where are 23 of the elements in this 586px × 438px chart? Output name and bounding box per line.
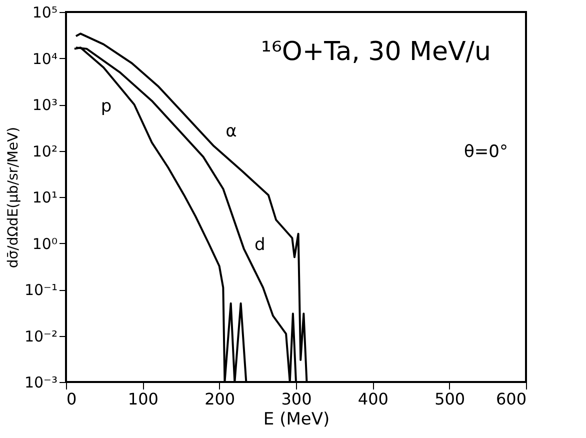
- x-tick-label: 600: [496, 390, 526, 408]
- y-tick-label: 10⁻³: [24, 374, 58, 392]
- x-tick-label: 100: [128, 390, 158, 408]
- annotation: ¹⁶O+Ta, 30 MeV/u: [261, 37, 491, 67]
- y-tick-label: 10²: [32, 142, 58, 160]
- y-axis-title: dσ̄/dΩdE(μb/sr/MeV): [5, 126, 22, 268]
- y-tick-label: 10³: [32, 96, 58, 114]
- x-tick-label: 200: [204, 390, 236, 408]
- y-tick-label: 10⁰: [32, 234, 58, 253]
- x-tick-label: 300: [281, 390, 312, 408]
- x-axis-title: E (MeV): [263, 410, 330, 430]
- x-tick-label: 400: [358, 390, 388, 408]
- y-tick-label: 10⁵: [32, 4, 58, 22]
- y-tick-label: 10⁴: [32, 50, 58, 68]
- series-label: p: [100, 96, 112, 116]
- y-tick-label: 10¹: [32, 188, 58, 206]
- annotation: θ=0°: [464, 142, 508, 162]
- series-label: d: [254, 234, 266, 255]
- y-tick-label: 10⁻²: [24, 327, 58, 346]
- x-tick-label: 0: [66, 390, 77, 408]
- y-tick-label: 10⁻¹: [24, 281, 58, 299]
- x-tick-label: 500: [434, 390, 466, 408]
- series-label: α: [226, 121, 237, 142]
